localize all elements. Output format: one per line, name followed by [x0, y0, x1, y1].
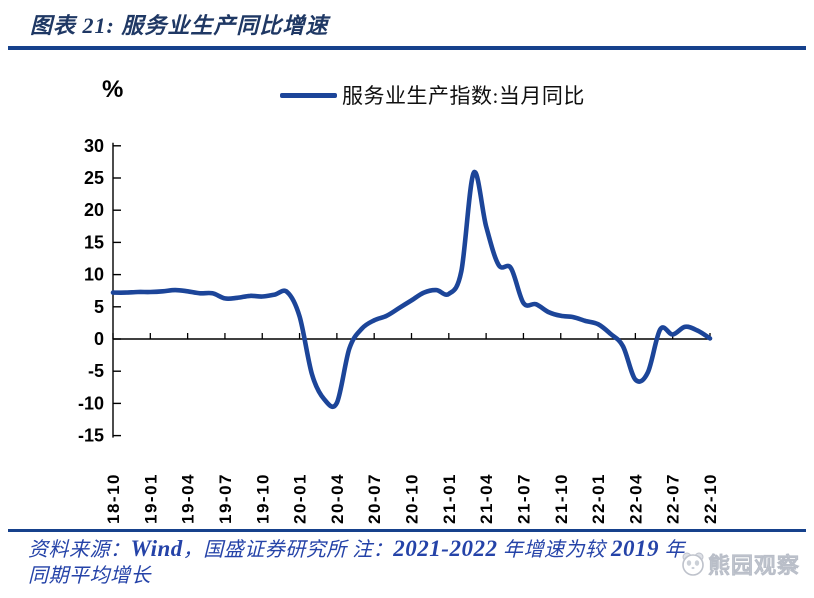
y-axis-tick-label: -5	[88, 361, 104, 381]
x-axis-tick-label: 19-04	[179, 473, 198, 524]
x-axis-tick-label: 20-10	[403, 473, 422, 524]
legend-line-swatch	[280, 92, 337, 98]
x-axis-tick-label: 20-04	[328, 473, 347, 524]
x-axis-tick-label: 21-07	[514, 473, 533, 524]
y-axis-tick-label: 10	[84, 265, 104, 285]
series-line	[110, 169, 713, 409]
x-axis-tick-label: 20-07	[365, 473, 384, 524]
y-axis-unit-label: %	[102, 76, 124, 103]
figure-title: 图表 21: 服务业生产同比增速	[30, 13, 329, 38]
source-note-line2: 同期平均增长	[28, 565, 151, 587]
x-axis-tick-label: 21-04	[477, 473, 496, 524]
title-divider-rule	[8, 46, 806, 50]
x-axis-tick-label: 21-10	[552, 473, 571, 524]
x-axis-tick-label: 19-01	[141, 473, 160, 524]
y-axis-tick-label: 30	[84, 136, 104, 156]
panda-logo-icon	[682, 552, 704, 576]
y-axis-tick-label: -15	[78, 426, 104, 446]
chart-legend: 服务业生产指数:当月同比	[280, 80, 585, 110]
y-axis-tick-label: 15	[84, 232, 104, 252]
x-axis-tick-label: 19-07	[216, 473, 235, 524]
source-note-line1: 资料来源：Wind，国盛证券研究所 注：2021-2022 年增速为较 2019…	[28, 536, 685, 561]
watermark-text: 熊园观察	[708, 553, 801, 579]
footer-divider-rule	[8, 529, 806, 532]
x-axis-tick-label: 18-10	[104, 473, 123, 524]
y-axis-tick-label: 25	[84, 168, 104, 188]
x-axis-tick-label: 19-10	[253, 473, 272, 524]
y-axis-tick-label: 20	[84, 200, 104, 220]
x-axis-tick-label: 22-04	[626, 473, 645, 524]
chart-canvas: -15 -10 -5 0 5 10 15 20 25 30 18-10 19-01 19-04 19-07…	[78, 136, 720, 524]
y-axis-tick-label: 5	[94, 297, 104, 317]
legend-series-label: 服务业生产指数:当月同比	[342, 84, 585, 108]
watermark: 熊园观察	[678, 548, 800, 580]
x-axis-tick-label: 21-01	[440, 473, 459, 524]
source-note: 资料来源：Wind，国盛证券研究所 注：2021-2022 年增速为较 2019…	[28, 536, 798, 589]
x-axis-tick-label: 20-01	[291, 473, 310, 524]
x-axis-tick-label: 22-01	[589, 473, 608, 524]
y-axis-tick-label: -10	[78, 393, 104, 413]
y-axis-tick-label: 0	[94, 329, 104, 349]
x-axis-tick-label: 22-07	[664, 473, 683, 524]
x-axis-tick-label: 22-10	[701, 473, 720, 524]
